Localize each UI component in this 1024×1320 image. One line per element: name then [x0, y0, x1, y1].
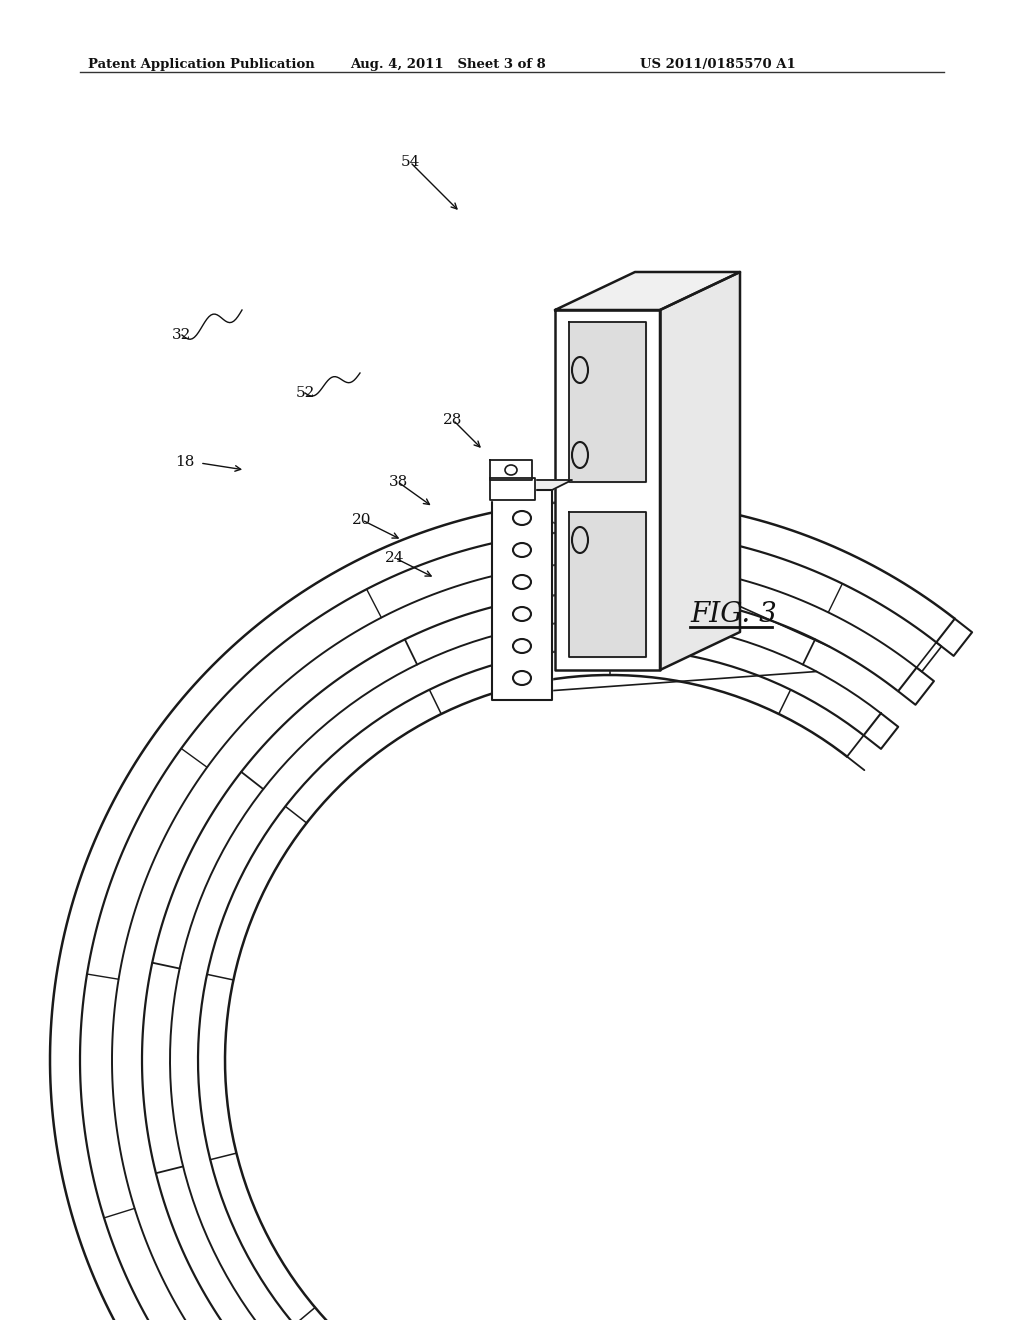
Polygon shape [490, 459, 532, 480]
Text: US 2011/0185570 A1: US 2011/0185570 A1 [640, 58, 796, 71]
Polygon shape [569, 512, 646, 657]
Polygon shape [660, 272, 740, 671]
Text: 24: 24 [385, 550, 404, 565]
Text: FIG. 3: FIG. 3 [690, 602, 777, 628]
Polygon shape [490, 478, 535, 500]
Text: 52: 52 [295, 385, 314, 400]
Polygon shape [863, 713, 898, 748]
Polygon shape [569, 322, 646, 482]
Polygon shape [916, 643, 941, 672]
Text: 54: 54 [400, 154, 420, 169]
Text: 28: 28 [443, 413, 463, 426]
Polygon shape [555, 272, 740, 310]
Text: Aug. 4, 2011   Sheet 3 of 8: Aug. 4, 2011 Sheet 3 of 8 [350, 58, 546, 71]
Text: 38: 38 [388, 475, 408, 488]
Text: 20: 20 [352, 513, 372, 527]
Text: 32: 32 [172, 327, 191, 342]
Polygon shape [936, 619, 972, 656]
Polygon shape [898, 668, 934, 705]
Polygon shape [555, 310, 660, 671]
Text: 18: 18 [175, 455, 195, 469]
Polygon shape [492, 490, 552, 700]
Polygon shape [492, 480, 572, 490]
Text: Patent Application Publication: Patent Application Publication [88, 58, 314, 71]
